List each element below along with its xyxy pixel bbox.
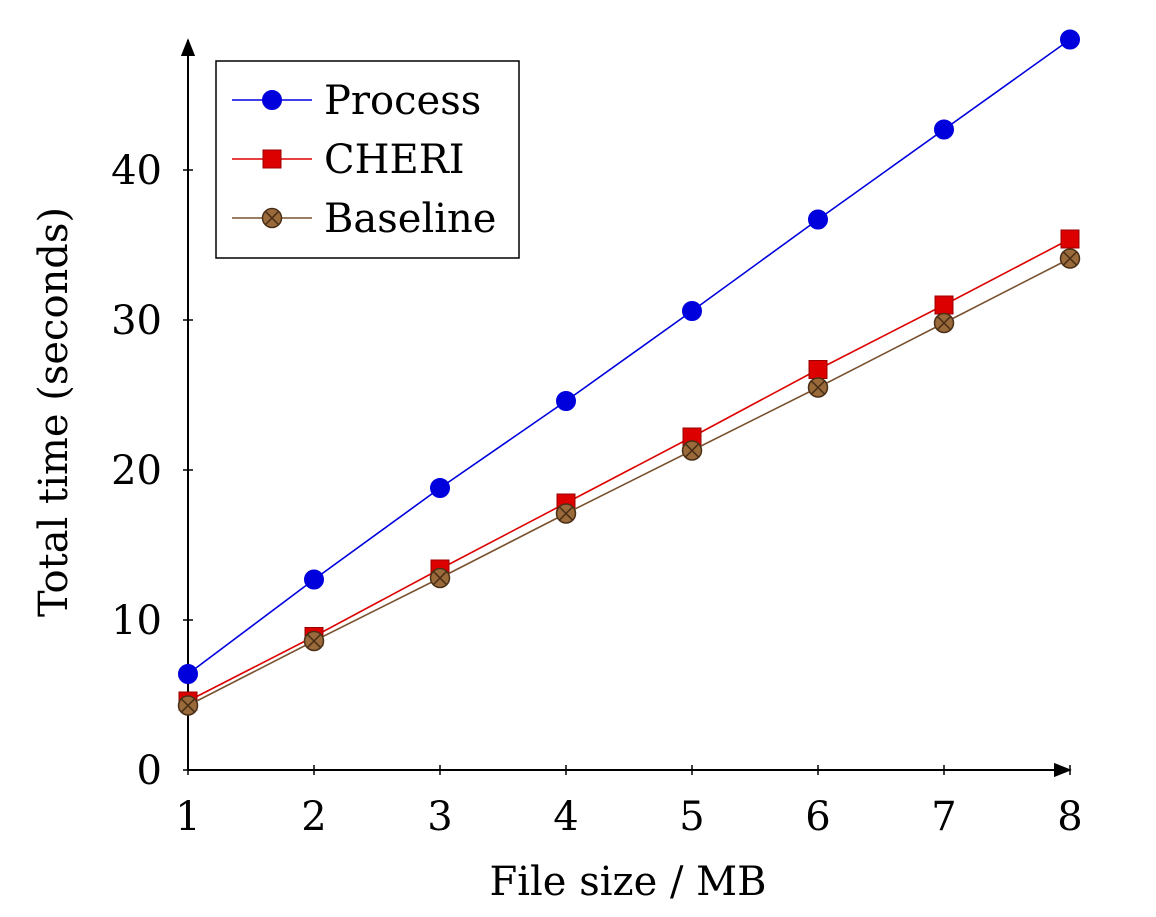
legend: Process CHERI Baseline (215, 60, 520, 259)
series-line-process (187, 38, 1071, 675)
x-tick-label: 3 (427, 794, 452, 840)
x-tick-label: 4 (553, 794, 578, 840)
x-tick-label: 7 (931, 794, 956, 840)
legend-label-process: Process (324, 78, 481, 124)
legend-marker-process (262, 90, 282, 110)
data-point-baseline (1059, 248, 1081, 269)
data-point-cheri (934, 295, 954, 315)
data-point-process (556, 391, 576, 411)
data-point-process (178, 664, 198, 684)
data-point-baseline (429, 567, 451, 589)
x-tick-label: 6 (805, 794, 830, 840)
series-process (178, 29, 1080, 684)
data-point-process (934, 119, 954, 140)
data-point-process (808, 209, 828, 230)
legend-label-cheri: CHERI (324, 137, 465, 183)
series-baseline (177, 248, 1081, 716)
legend-item-baseline: Baseline (232, 196, 496, 242)
data-point-baseline (681, 440, 703, 461)
x-tick-label: 2 (301, 794, 326, 840)
data-point-process (682, 301, 702, 321)
series-group (177, 29, 1081, 716)
data-point-process (1060, 29, 1080, 50)
data-point-baseline (933, 312, 955, 334)
y-tick-label: 0 (137, 748, 162, 794)
x-tick-label: 8 (1057, 794, 1082, 840)
data-point-baseline (555, 503, 577, 524)
data-point-process (304, 569, 324, 590)
legend-item-process: Process (232, 78, 481, 124)
data-point-process (430, 478, 450, 498)
legend-item-cheri: CHERI (232, 137, 465, 183)
x-tick-label: 5 (679, 794, 704, 840)
data-point-baseline (177, 695, 199, 716)
data-point-baseline (303, 630, 325, 652)
data-point-baseline (807, 377, 829, 398)
legend-label-baseline: Baseline (324, 196, 496, 242)
x-tick-label: 1 (175, 794, 200, 840)
legend-marker-cheri (262, 149, 282, 169)
y-tick-label: 20 (111, 448, 162, 494)
axes: 1 2 3 4 5 6 7 8 0 10 20 30 40 (111, 38, 1083, 840)
series-line-cheri (187, 238, 1071, 702)
y-tick-label: 10 (111, 598, 162, 644)
legend-marker-baseline (261, 207, 283, 229)
data-point-cheri (1060, 229, 1080, 249)
x-axis-title: File size / MB (489, 859, 766, 905)
data-point-cheri (808, 360, 828, 379)
series-line-baseline (187, 257, 1071, 707)
y-tick-label: 40 (111, 148, 162, 194)
y-axis-title: Total time (seconds) (31, 207, 77, 617)
y-tick-label: 30 (111, 298, 162, 344)
